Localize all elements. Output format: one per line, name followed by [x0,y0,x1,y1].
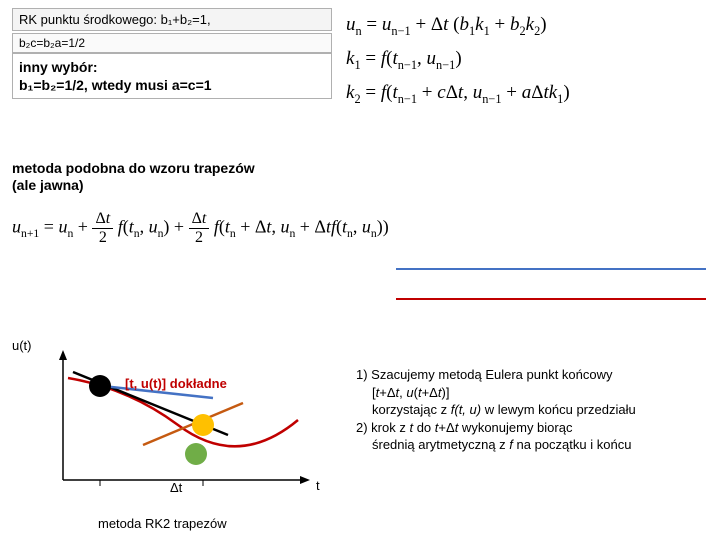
step2b: średnią arytmetyczną z f na początku i k… [356,436,712,454]
rk2-label: metoda RK2 trapezów [98,516,227,531]
eq-un: un = un−1 + Δt (b1k1 + b2k2) [346,8,706,42]
inny-line2: b₁=b₂=1/2, wtedy musi a=c=1 [19,77,212,93]
step1a: 1) Szacujemy metodą Eulera punkt końcowy [356,366,712,384]
hr-line-2 [396,298,706,300]
steps-text: 1) Szacujemy metodą Eulera punkt końcowy… [356,366,712,454]
metoda-line1: metoda podobna do wzoru trapezów [12,160,255,176]
dt-label: Δt [170,480,182,495]
equations-top: un = un−1 + Δt (b1k1 + b2k2) k1 = f(tn−1… [346,8,706,111]
inny-box: inny wybór: b₁=b₂=1/2, wtedy musi a=c=1 [12,53,332,99]
t-label: t [316,478,320,493]
eq-wide: un+1 = un + Δt2 f(tn, un) + Δt2 f(tn + Δ… [12,210,708,247]
metoda-line2: (ale jawna) [12,177,84,193]
eq-k1: k1 = f(tn−1, un−1) [346,42,706,76]
rk-header: RK punktu środkowego: b₁+b₂=1, [12,8,332,31]
eq-k2: k2 = f(tn−1 + cΔt, un−1 + aΔtk1) [346,76,706,110]
step1c: korzystając z f(t, u) w lewym końcu prze… [356,401,712,419]
inny-line1: inny wybór: [19,59,98,75]
step1b: [t+Δt, u(t+Δt)] [356,384,712,402]
rk-sub: b₂c=b₂a=1/2 [12,33,332,53]
step2a: 2) krok z t do t+Δt wykonujemy biorąc [356,419,712,437]
exact-label: [t, u(t)] dokładne [125,376,227,391]
metoda-text: metoda podobna do wzoru trapezów (ale ja… [12,160,255,194]
ut-label: u(t) [12,338,32,353]
hr-line-1 [396,268,706,270]
